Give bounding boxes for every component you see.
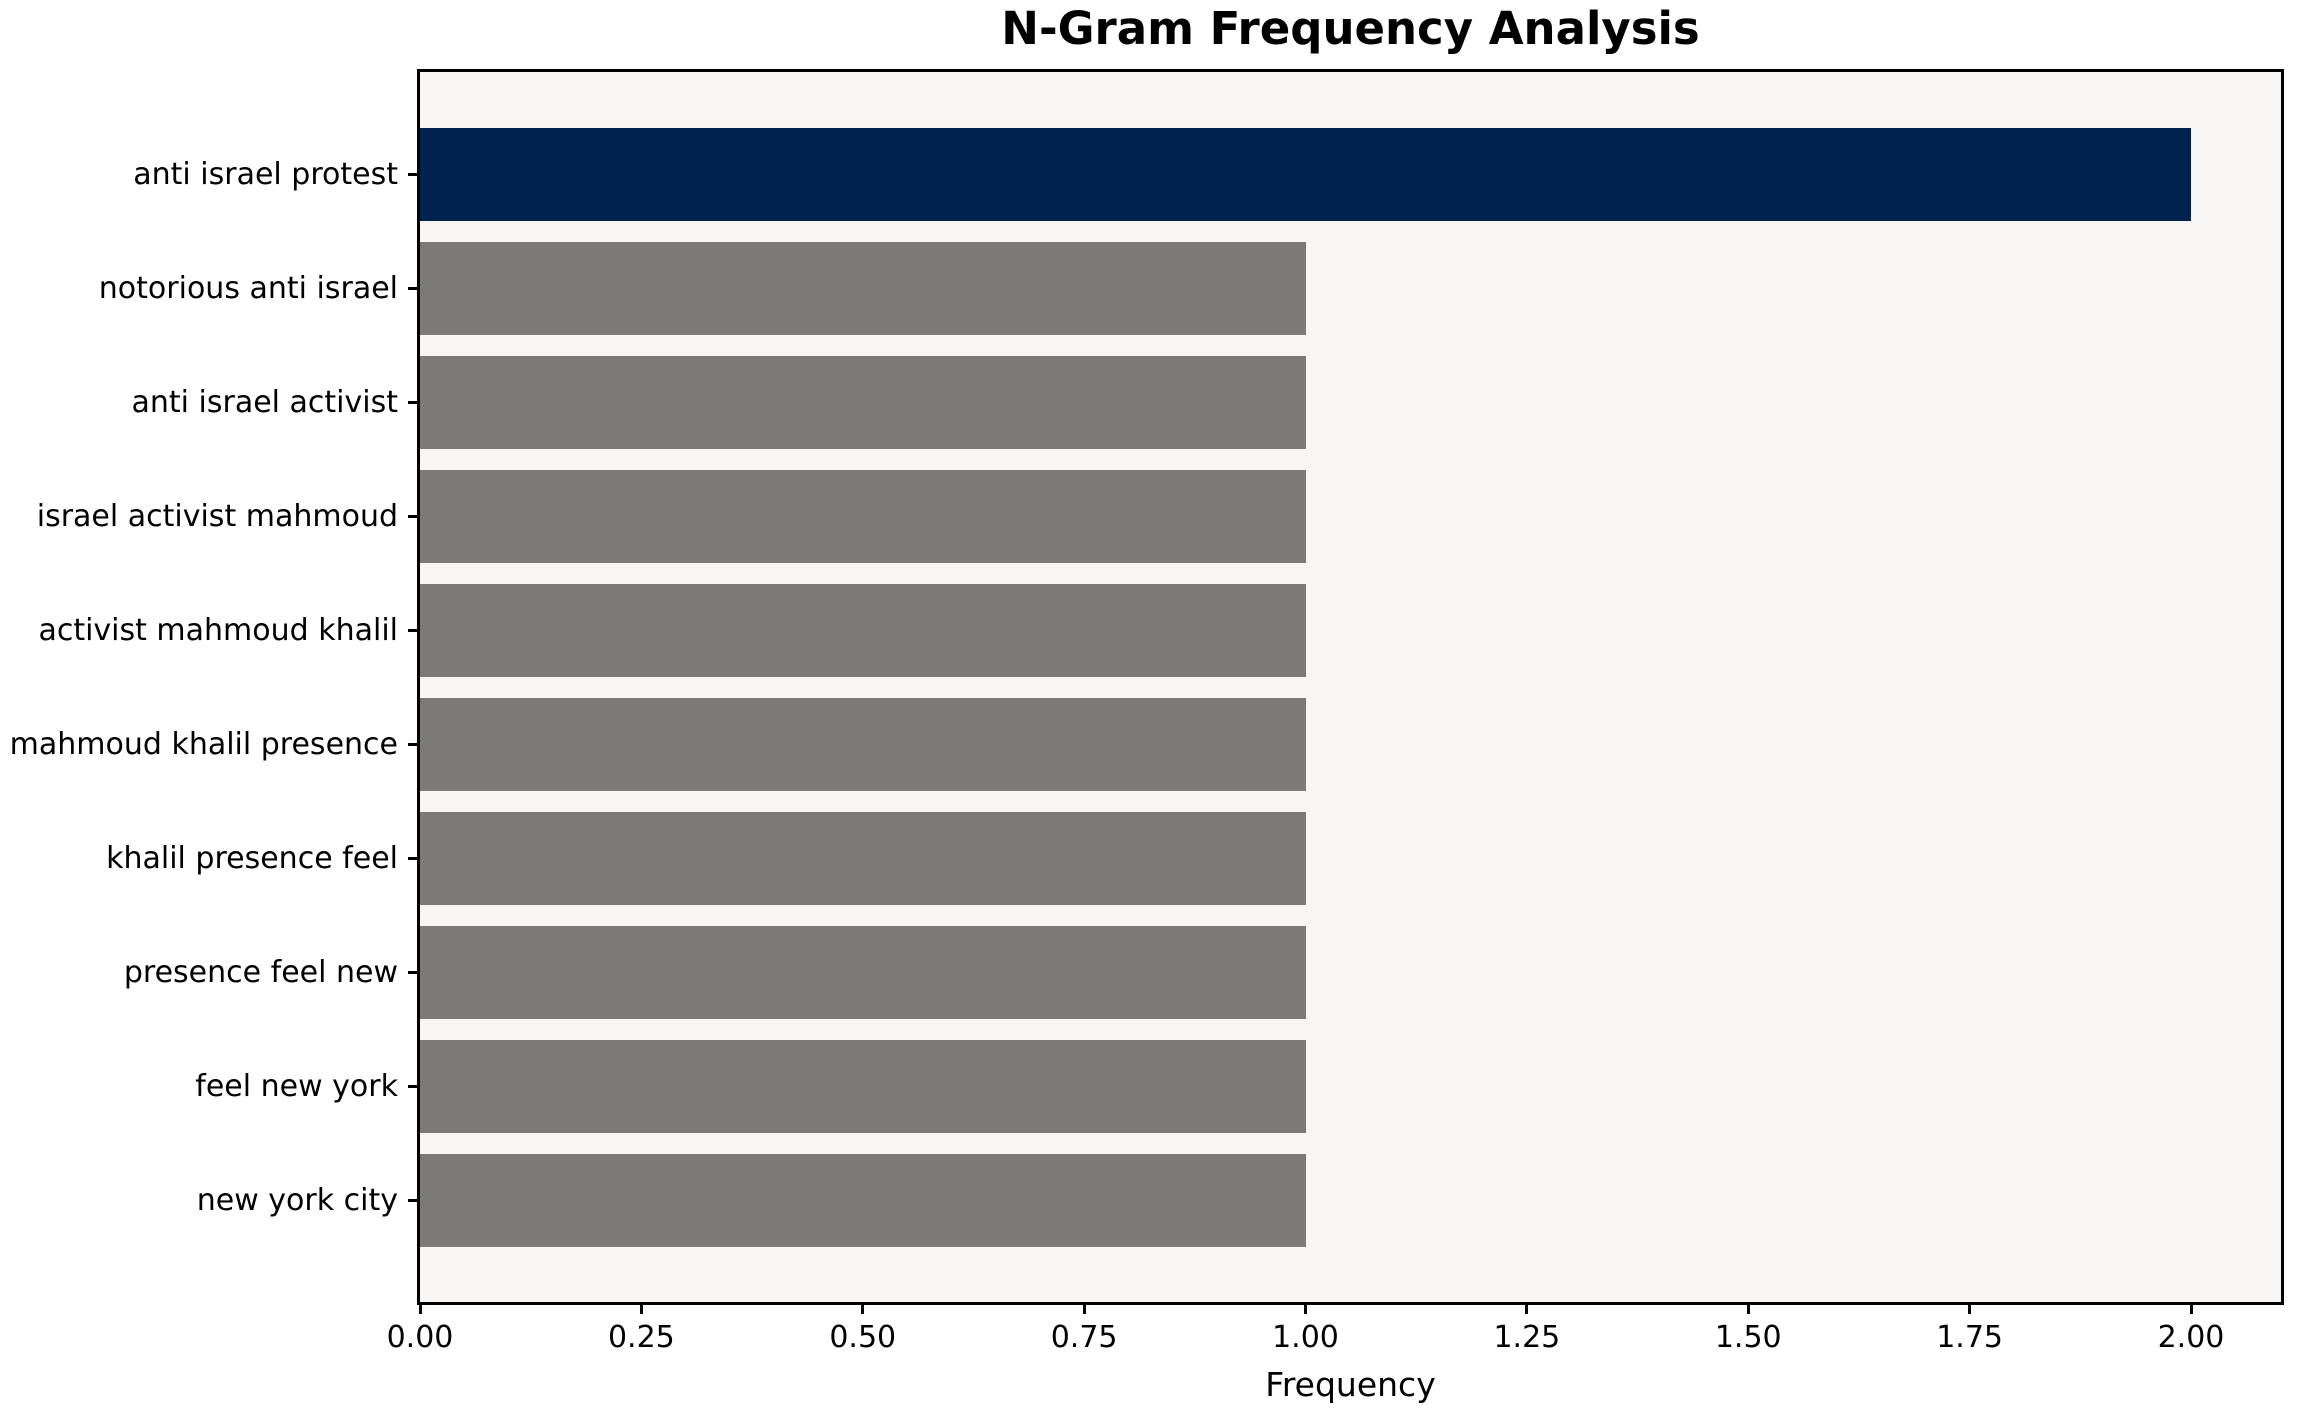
bar bbox=[420, 128, 2191, 221]
x-tick-label: 1.75 bbox=[1936, 1320, 2004, 1355]
y-tick bbox=[408, 401, 420, 404]
x-tick-label: 0.75 bbox=[1050, 1320, 1118, 1355]
bar bbox=[420, 470, 1306, 563]
y-tick bbox=[408, 515, 420, 518]
y-tick-label: presence feel new bbox=[123, 954, 398, 990]
x-tick bbox=[2189, 1302, 2193, 1314]
y-tick bbox=[408, 173, 420, 176]
y-tick bbox=[408, 629, 420, 632]
bar bbox=[420, 1040, 1306, 1133]
y-tick bbox=[408, 857, 420, 860]
x-tick bbox=[861, 1302, 865, 1314]
bar bbox=[420, 812, 1306, 905]
y-tick-label: new york city bbox=[196, 1182, 398, 1218]
x-tick-label: 0.25 bbox=[607, 1320, 675, 1355]
y-tick-label: activist mahmoud khalil bbox=[38, 612, 398, 648]
x-tick bbox=[1082, 1302, 1086, 1314]
x-tick bbox=[639, 1302, 643, 1314]
y-tick bbox=[408, 743, 420, 746]
x-tick bbox=[1746, 1302, 1750, 1314]
x-tick bbox=[418, 1302, 422, 1314]
y-tick-label: mahmoud khalil presence bbox=[9, 726, 398, 762]
x-tick-label: 2.00 bbox=[2157, 1320, 2225, 1355]
y-tick-label: israel activist mahmoud bbox=[36, 498, 398, 534]
y-tick-label: anti israel protest bbox=[133, 156, 398, 192]
x-tick-label: 0.00 bbox=[386, 1320, 454, 1355]
y-tick bbox=[408, 287, 420, 290]
bar bbox=[420, 926, 1306, 1019]
y-tick-label: notorious anti israel bbox=[98, 270, 398, 306]
chart-title: N-Gram Frequency Analysis bbox=[1001, 2, 1700, 55]
y-tick-label: feel new york bbox=[195, 1068, 398, 1104]
y-tick bbox=[408, 1085, 420, 1088]
y-tick-label: khalil presence feel bbox=[106, 840, 398, 876]
x-axis-label: Frequency bbox=[1265, 1365, 1436, 1404]
x-tick-label: 1.25 bbox=[1493, 1320, 1561, 1355]
plot-area bbox=[417, 69, 2284, 1305]
x-tick-label: 1.00 bbox=[1272, 1320, 1339, 1355]
y-tick-label: anti israel activist bbox=[131, 384, 399, 420]
y-tick bbox=[408, 1199, 420, 1202]
x-tick bbox=[1304, 1302, 1307, 1314]
x-tick-label: 0.50 bbox=[829, 1320, 897, 1355]
x-tick bbox=[1968, 1302, 1972, 1314]
bar bbox=[420, 1154, 1306, 1247]
bar bbox=[420, 356, 1306, 449]
bar bbox=[420, 584, 1306, 677]
x-tick bbox=[1525, 1302, 1529, 1314]
bar bbox=[420, 698, 1306, 791]
bar bbox=[420, 242, 1306, 335]
y-tick bbox=[408, 971, 420, 974]
x-tick-label: 1.50 bbox=[1714, 1320, 1782, 1355]
